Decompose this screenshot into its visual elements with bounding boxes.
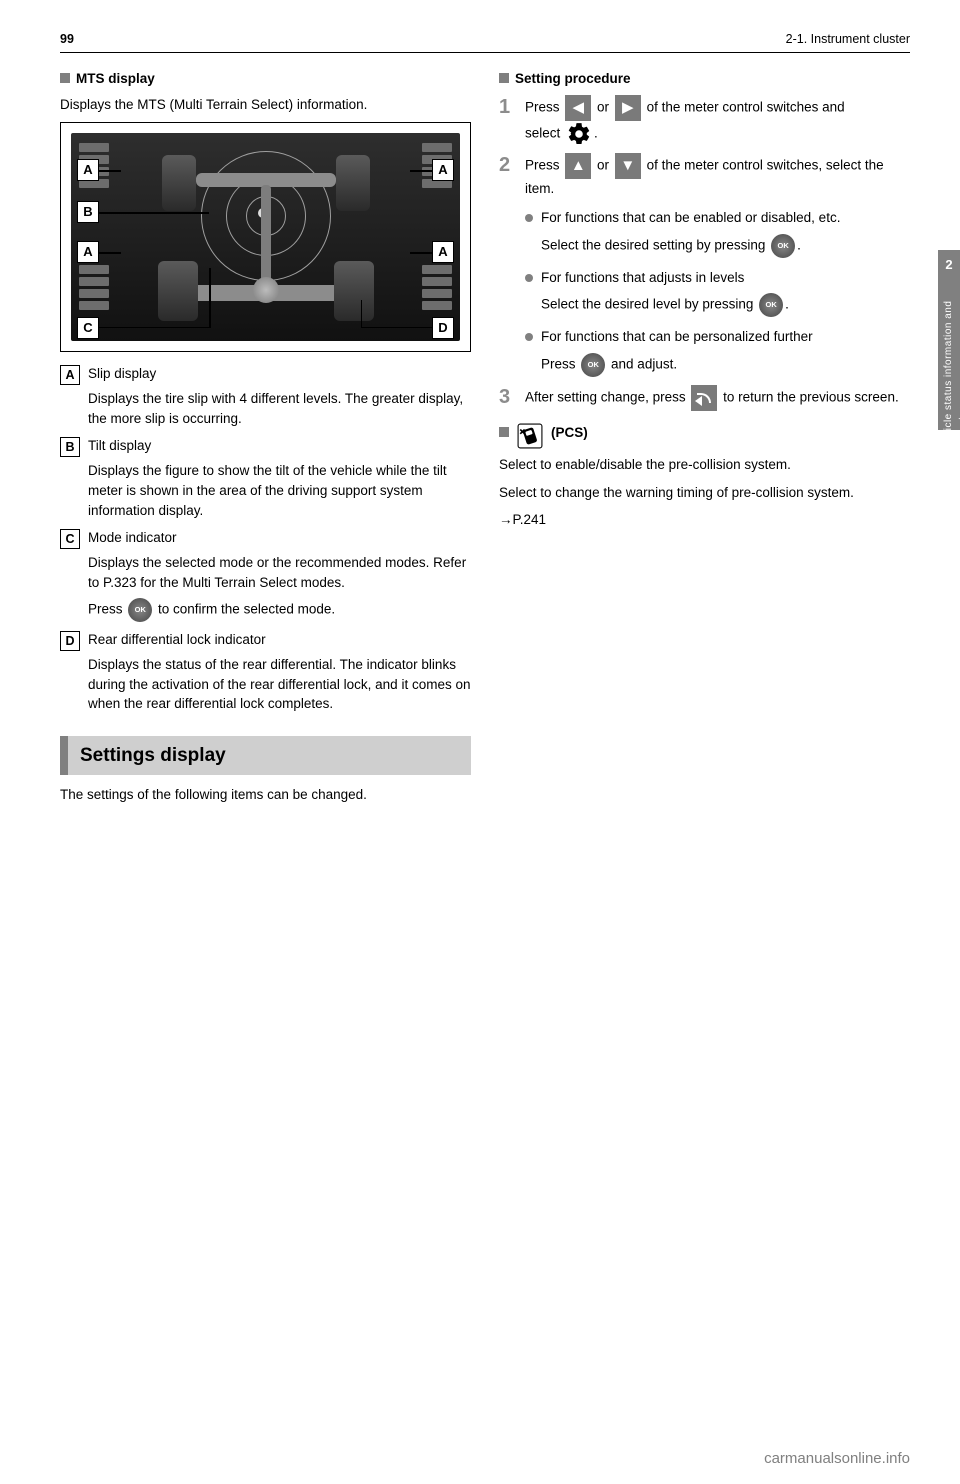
chapter-side-tab: 2 Vehicle status information and indicat… bbox=[938, 250, 960, 430]
legend-body-D: Displays the status of the rear differen… bbox=[88, 655, 471, 714]
ok-button-icon: OK bbox=[128, 598, 152, 622]
heading-text: MTS display bbox=[76, 69, 155, 89]
mts-diagram-image bbox=[71, 133, 460, 341]
step2-text-mid: or bbox=[597, 157, 613, 172]
legend-body-A: Displays the tire slip with 4 different … bbox=[88, 389, 471, 428]
mts-diagram: A A B A A C D bbox=[60, 122, 471, 352]
bullet3-body-pre: Press bbox=[541, 357, 579, 372]
page-header: 99 2-1. Instrument cluster bbox=[60, 30, 910, 48]
callout-B: B bbox=[77, 201, 99, 223]
bullet-1: For functions that can be enabled or dis… bbox=[525, 208, 910, 228]
gear-icon bbox=[566, 121, 592, 147]
back-arrow-icon bbox=[691, 385, 717, 411]
step-3: 3 After setting change, press to return … bbox=[499, 385, 910, 411]
legend-body-C2: Press OK to confirm the selected mode. bbox=[88, 598, 471, 622]
header-rule bbox=[60, 52, 910, 53]
bullet1-lead: For functions that can be enabled or dis… bbox=[541, 208, 840, 228]
left-column: MTS display Displays the MTS (Multi Terr… bbox=[60, 65, 471, 813]
bullet-dot-icon bbox=[525, 274, 533, 282]
step-number-1: 1 bbox=[499, 97, 517, 117]
legend-c-pre: Press bbox=[88, 602, 126, 617]
callout-A-rl: A bbox=[77, 241, 99, 263]
bullet-3: For functions that can be personalized f… bbox=[525, 327, 910, 347]
legend-title-A: Slip display bbox=[88, 364, 471, 384]
step-1-body: Press ◀ or ▶ of the meter control switch… bbox=[525, 95, 910, 147]
mts-intro: Displays the MTS (Multi Terrain Select) … bbox=[60, 95, 471, 115]
heading-pcs: (PCS) bbox=[499, 423, 910, 449]
vehicle-warning-icon bbox=[517, 423, 543, 449]
step-1: 1 Press ◀ or ▶ of the meter control swit… bbox=[499, 95, 910, 147]
legend-c-post: to confirm the selected mode. bbox=[158, 602, 335, 617]
bullet3-body-post: and adjust. bbox=[611, 357, 677, 372]
ok-button-icon: OK bbox=[581, 353, 605, 377]
ok-button-icon: OK bbox=[759, 293, 783, 317]
callout-C: C bbox=[77, 317, 99, 339]
legend-item-B: B Tilt display bbox=[60, 436, 471, 457]
bullet2-body: Select the desired level by pressing OK. bbox=[541, 293, 910, 317]
bullet-2: For functions that adjusts in levels bbox=[525, 268, 910, 288]
step3-text-post: to return the previous screen. bbox=[723, 390, 899, 405]
bullet2-lead: For functions that adjusts in levels bbox=[541, 268, 744, 288]
bullet-dot-icon bbox=[525, 214, 533, 222]
heading-setting-procedure: Setting procedure bbox=[499, 69, 910, 89]
pcs-xref: →P.241 bbox=[499, 510, 910, 530]
pcs-p2: Select to change the warning timing of p… bbox=[499, 483, 910, 503]
footer-watermark: carmanualsonline.info bbox=[764, 1448, 910, 1470]
callout-A-rr: A bbox=[432, 241, 454, 263]
legend-title-B: Tilt display bbox=[88, 436, 471, 456]
legend-body-C1: Displays the selected mode or the recomm… bbox=[88, 553, 471, 592]
square-bullet-icon bbox=[499, 73, 509, 83]
section-path: 2-1. Instrument cluster bbox=[786, 30, 910, 48]
legend-tag-C: C bbox=[60, 529, 80, 549]
square-bullet-icon bbox=[60, 73, 70, 83]
legend-item-A: A Slip display bbox=[60, 364, 471, 385]
step-2: 2 Press ▲ or ▼ of the meter control swit… bbox=[499, 153, 910, 199]
step2-text-pre: Press bbox=[525, 157, 563, 172]
legend-item-C: C Mode indicator bbox=[60, 528, 471, 549]
left-arrow-icon: ◀ bbox=[565, 95, 591, 121]
pcs-title: (PCS) bbox=[551, 423, 588, 443]
bullet3-lead: For functions that can be personalized f… bbox=[541, 327, 813, 347]
legend-tag-B: B bbox=[60, 437, 80, 457]
step1-text-post2: select bbox=[525, 125, 564, 140]
page-number: 99 bbox=[60, 30, 74, 48]
right-arrow-icon: ▶ bbox=[615, 95, 641, 121]
square-bullet-icon bbox=[499, 427, 509, 437]
step1-text-mid: or bbox=[597, 99, 613, 114]
bullet1-body-pre: Select the desired setting by pressing bbox=[541, 237, 769, 252]
side-tab-label: Vehicle status information and indicator… bbox=[938, 275, 960, 455]
side-tab-chapter: 2 bbox=[938, 250, 960, 275]
step1-text-pre: Press bbox=[525, 99, 563, 114]
step-3-body: After setting change, press to return th… bbox=[525, 385, 910, 411]
legend-tag-A: A bbox=[60, 365, 80, 385]
section-body: The settings of the following items can … bbox=[60, 785, 471, 805]
callout-A-fl: A bbox=[77, 159, 99, 181]
section-bar-label: Settings display bbox=[68, 736, 471, 776]
step1-text-post1: of the meter control switches and bbox=[647, 99, 845, 114]
section-bar-accent bbox=[60, 736, 68, 776]
right-column: Setting procedure 1 Press ◀ or ▶ of the … bbox=[499, 65, 910, 813]
bullet1-body: Select the desired setting by pressing O… bbox=[541, 234, 910, 258]
legend-body-B: Displays the figure to show the tilt of … bbox=[88, 461, 471, 520]
heading-mts-display: MTS display bbox=[60, 69, 471, 89]
down-arrow-icon: ▼ bbox=[615, 153, 641, 179]
bullet-dot-icon bbox=[525, 333, 533, 341]
step-number-2: 2 bbox=[499, 155, 517, 175]
step-number-3: 3 bbox=[499, 387, 517, 407]
up-arrow-icon: ▲ bbox=[565, 153, 591, 179]
step3-text-pre: After setting change, press bbox=[525, 390, 689, 405]
step-2-body: Press ▲ or ▼ of the meter control switch… bbox=[525, 153, 910, 199]
legend-item-D: D Rear differential lock indicator bbox=[60, 630, 471, 651]
callout-D: D bbox=[432, 317, 454, 339]
legend-title-D: Rear differential lock indicator bbox=[88, 630, 471, 650]
callout-A-fr: A bbox=[432, 159, 454, 181]
legend-title-C: Mode indicator bbox=[88, 528, 471, 548]
bullet3-body: Press OK and adjust. bbox=[541, 353, 910, 377]
bullet2-body-pre: Select the desired level by pressing bbox=[541, 297, 757, 312]
heading-text: Setting procedure bbox=[515, 69, 631, 89]
ok-button-icon: OK bbox=[771, 234, 795, 258]
pcs-p1: Select to enable/disable the pre-collisi… bbox=[499, 455, 910, 475]
section-bar-settings: Settings display bbox=[60, 736, 471, 776]
legend-tag-D: D bbox=[60, 631, 80, 651]
